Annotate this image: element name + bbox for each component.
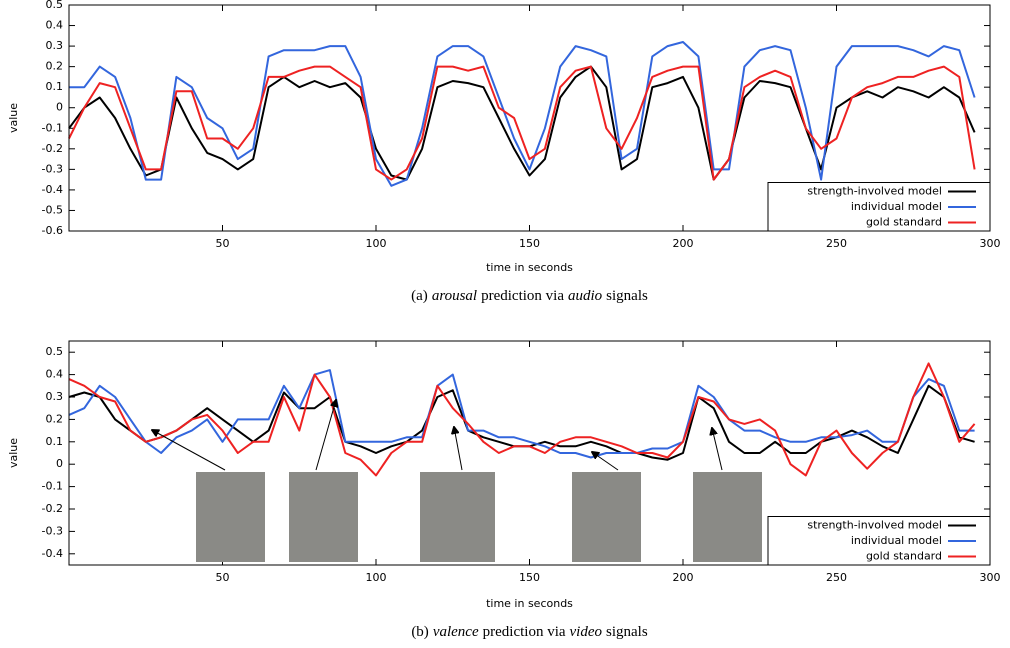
- face-photo: [289, 472, 358, 562]
- x-axis-label: time in seconds: [486, 597, 573, 610]
- y-tick-label: -0.2: [42, 142, 63, 155]
- legend-label: individual model: [851, 200, 942, 213]
- caption-part: video: [570, 624, 603, 640]
- caption-part: signals: [606, 288, 648, 304]
- y-tick-label: -0.1: [42, 480, 63, 493]
- caption-part: valence: [433, 624, 479, 640]
- y-tick-label: -0.4: [42, 183, 63, 196]
- y-tick-label: 0.4: [46, 19, 64, 32]
- x-axis-label: time in seconds: [486, 261, 573, 274]
- face-photo: [693, 472, 762, 562]
- caption-part: audio: [568, 288, 603, 304]
- legend-label: gold standard: [866, 550, 942, 563]
- face-photo: [572, 472, 641, 562]
- y-tick-label: 0.2: [46, 412, 64, 425]
- legend-label: strength-involved model: [807, 185, 942, 198]
- arrow: [152, 430, 226, 471]
- x-tick-label: 50: [216, 571, 230, 584]
- arrow: [315, 400, 336, 471]
- arrow: [592, 452, 619, 471]
- x-tick-label: 100: [366, 237, 387, 250]
- legend-label: strength-involved model: [807, 519, 942, 532]
- x-tick-label: 150: [519, 571, 540, 584]
- y-tick-label: 0.1: [46, 80, 64, 93]
- legend-label: individual model: [851, 534, 942, 547]
- series-line: [68, 384, 975, 461]
- y-tick-label: 0.1: [46, 435, 64, 448]
- y-tick-label: 0: [56, 101, 63, 114]
- face-photo: [196, 472, 265, 562]
- y-tick-label: 0.3: [46, 390, 64, 403]
- series-line: [68, 369, 975, 459]
- x-tick-label: 250: [826, 571, 847, 584]
- arrow: [712, 428, 723, 471]
- y-tick-label: 0.5: [46, 345, 64, 358]
- caption-part: (a): [411, 288, 428, 304]
- chart: 0.5 0.4 0.3 0.2 0.1 0 -0.1 -0.2 -0.3 -0.4 -0.5 -0.6…: [7, 0, 1001, 304]
- face-photos: [196, 472, 762, 562]
- chart: 0.5 0.4 0.3 0.2 0.1 0 -0.1 -0.2 -0.3 -0.4 50 100 150…: [7, 340, 1001, 640]
- y-tick-label: -0.2: [42, 502, 63, 515]
- x-tick-label: 200: [673, 237, 694, 250]
- arrow: [454, 427, 463, 471]
- y-tick-label: -0.3: [42, 524, 63, 537]
- x-tick-label: 300: [980, 237, 1001, 250]
- arrows: [152, 400, 723, 471]
- face-photo: [420, 472, 495, 562]
- plot-frame: [68, 4, 991, 232]
- series-line: [68, 65, 976, 181]
- x-tick-label: 300: [980, 571, 1001, 584]
- caption-part: prediction via: [481, 288, 564, 304]
- y-tick-label: 0.3: [46, 39, 64, 52]
- y-tick-label: 0.4: [46, 368, 64, 381]
- x-tick-label: 50: [216, 237, 230, 250]
- y-tick-label: -0.1: [42, 121, 63, 134]
- plot-frame: [68, 340, 991, 566]
- y-tick-label: -0.4: [42, 547, 63, 560]
- y-tick-label: -0.6: [42, 224, 63, 237]
- caption: (a) arousal prediction via audio signals: [411, 288, 648, 304]
- series-line: [69, 41, 976, 187]
- caption-part: prediction via: [483, 624, 566, 640]
- legend-label: gold standard: [866, 216, 942, 229]
- caption-part: arousal: [432, 288, 477, 304]
- caption: (b) valence prediction via video signals: [411, 624, 648, 640]
- y-tick-label: -0.5: [42, 203, 63, 216]
- series-line: [68, 65, 976, 181]
- caption-part: (b): [411, 624, 429, 640]
- x-tick-label: 150: [519, 237, 540, 250]
- y-tick-label: 0.2: [46, 60, 64, 73]
- y-axis-label: value: [7, 103, 20, 133]
- x-tick-label: 200: [673, 571, 694, 584]
- y-tick-label: -0.3: [42, 162, 63, 175]
- caption-part: signals: [606, 624, 648, 640]
- y-tick-label: 0: [56, 457, 63, 470]
- x-tick-label: 100: [366, 571, 387, 584]
- y-tick-label: 0.5: [46, 0, 64, 11]
- series-line: [68, 362, 976, 477]
- x-tick-label: 250: [826, 237, 847, 250]
- y-axis-label: value: [7, 438, 20, 468]
